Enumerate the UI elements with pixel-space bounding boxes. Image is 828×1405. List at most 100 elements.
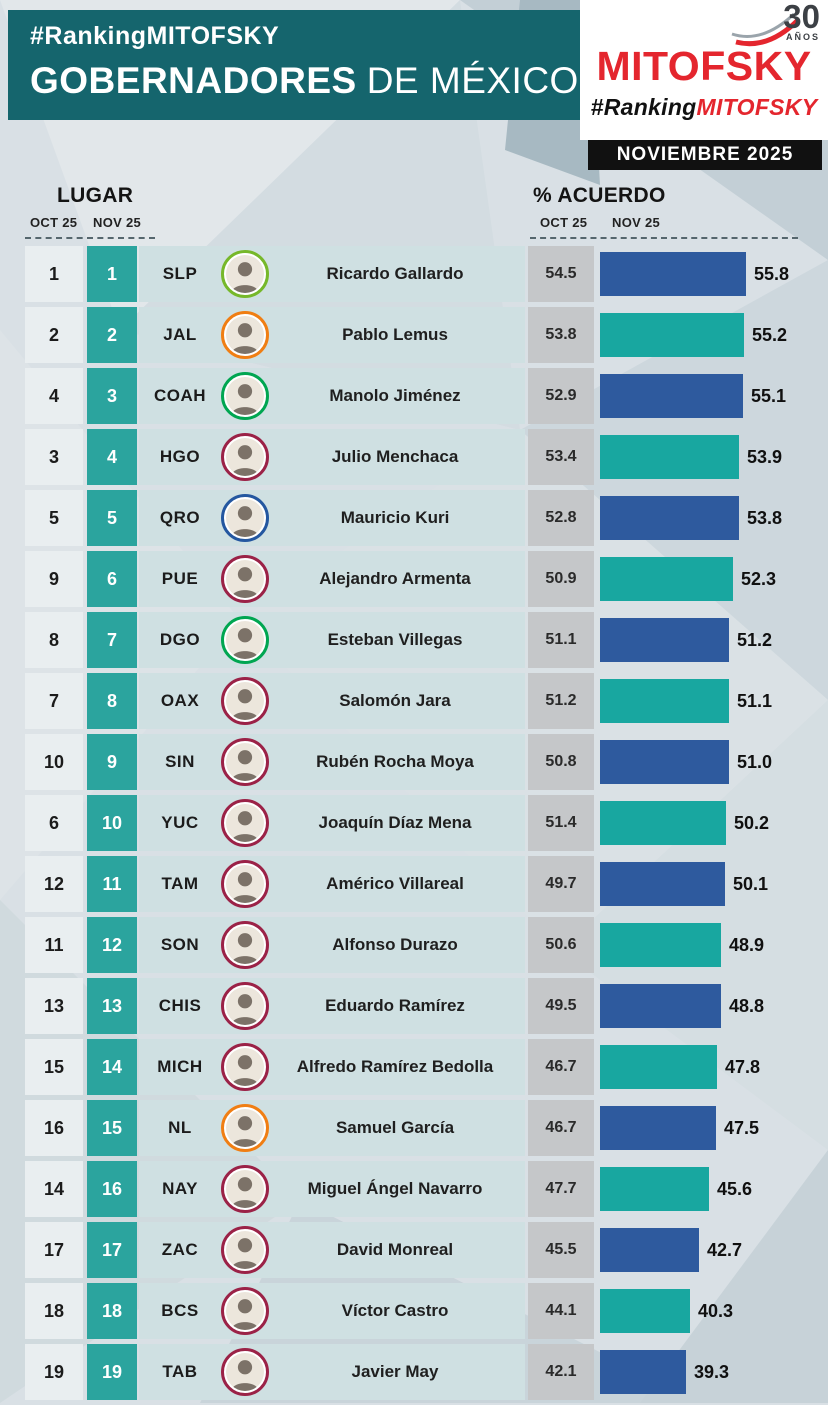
page-title: GOBERNADORES DE MÉXICO	[30, 60, 580, 102]
row-band: JAL Pablo Lemus	[139, 307, 525, 363]
nov-value: 55.8	[754, 263, 790, 284]
row-band: NL Samuel García	[139, 1100, 525, 1156]
table-row: 14 16 NAY Miguel Ángel Navarro 47.7 45.6	[25, 1161, 803, 1217]
row-band: QRO Mauricio Kuri	[139, 490, 525, 546]
state-abbr: JAL	[163, 325, 197, 344]
page-title-sub: DE MÉXICO	[366, 60, 579, 101]
table-row: 15 14 MICH Alfredo Ramírez Bedolla 46.7 47.8	[25, 1039, 803, 1095]
governor-name: Samuel García	[335, 1118, 455, 1137]
rank-oct: 19	[25, 1344, 83, 1400]
person-silhouette-icon	[226, 438, 264, 476]
bar-group: 51.1	[600, 673, 772, 729]
table-row: 17 17 ZAC David Monreal 45.5 42.7	[25, 1222, 803, 1278]
rank-nov: 5	[87, 490, 137, 546]
governor-photo	[221, 677, 269, 725]
governor-name: Joaquín Díaz Mena	[318, 813, 472, 832]
governor-name: Miguel Ángel Navarro	[307, 1179, 483, 1198]
nov-bar	[600, 557, 733, 601]
table-row: 12 11 TAM Américo Villareal 49.7 50.1	[25, 856, 803, 912]
state-abbr: NL	[168, 1118, 192, 1137]
governor-name: Alfonso Durazo	[332, 935, 458, 954]
table-row: 5 5 QRO Mauricio Kuri 52.8 53.8	[25, 490, 803, 546]
bar-group: 39.3	[600, 1344, 729, 1400]
governor-photo	[221, 372, 269, 420]
row-band: BCS Víctor Castro	[139, 1283, 525, 1339]
bar-group: 50.1	[600, 856, 768, 912]
oct-value: 49.7	[528, 856, 594, 912]
oct-value: 53.4	[528, 429, 594, 485]
state-abbr: BCS	[161, 1301, 199, 1320]
rank-nov: 1	[87, 246, 137, 302]
row-band: MICH Alfredo Ramírez Bedolla	[139, 1039, 525, 1095]
person-silhouette-icon	[226, 1292, 264, 1330]
rank-oct: 1	[25, 246, 83, 302]
row-band: TAB Javier May	[139, 1344, 525, 1400]
governor-photo	[221, 1043, 269, 1091]
governor-photo	[221, 738, 269, 786]
row-band: TAM Américo Villareal	[139, 856, 525, 912]
bar-group: 42.7	[600, 1222, 742, 1278]
anniversary-number: 30	[783, 0, 820, 35]
oct-value: 52.9	[528, 368, 594, 424]
bar-group: 47.8	[600, 1039, 760, 1095]
row-band: COAH Manolo Jiménez	[139, 368, 525, 424]
rank-nov: 8	[87, 673, 137, 729]
rank-oct: 9	[25, 551, 83, 607]
governor-name: Manolo Jiménez	[329, 386, 461, 405]
anniversary-emblem: 30 AÑOS	[731, 0, 820, 54]
oct-value: 50.6	[528, 917, 594, 973]
governor-name: Américo Villareal	[326, 874, 464, 893]
oct-value: 50.9	[528, 551, 594, 607]
nov-value: 40.3	[698, 1300, 734, 1321]
oct-value: 51.1	[528, 612, 594, 668]
rank-nov: 9	[87, 734, 137, 790]
oct-value: 47.7	[528, 1161, 594, 1217]
nov-value: 51.0	[737, 751, 773, 772]
governor-photo	[221, 616, 269, 664]
table-row: 3 4 HGO Julio Menchaca 53.4 53.9	[25, 429, 803, 485]
governor-photo	[221, 494, 269, 542]
nov-bar	[600, 740, 729, 784]
bar-group: 53.8	[600, 490, 782, 546]
date-badge: NOVIEMBRE 2025	[588, 140, 822, 170]
bar-group: 48.9	[600, 917, 764, 973]
governor-name: Rubén Rocha Moya	[316, 752, 474, 771]
person-silhouette-icon	[226, 499, 264, 537]
nov-bar	[600, 923, 721, 967]
state-abbr: ZAC	[161, 1240, 199, 1259]
nov-bar	[600, 618, 729, 662]
oct-value: 45.5	[528, 1222, 594, 1278]
state-abbr: CHIS	[158, 996, 202, 1015]
nov-bar	[600, 1289, 690, 1333]
state-abbr: COAH	[153, 386, 207, 405]
brand-hashtag-black: #Ranking	[590, 94, 697, 120]
person-silhouette-icon	[226, 621, 264, 659]
state-abbr: SON	[160, 935, 200, 954]
state-abbr: NAY	[162, 1179, 198, 1198]
rank-nov: 19	[87, 1344, 137, 1400]
nov-bar	[600, 984, 721, 1028]
governor-photo	[221, 555, 269, 603]
title-banner: #RankingMITOFSKY GOBERNADORES DE MÉXICO	[8, 10, 580, 120]
nov-value: 53.9	[747, 446, 783, 467]
state-abbr: MICH	[157, 1057, 203, 1076]
nov-value: 47.8	[725, 1056, 761, 1077]
oct-value: 50.8	[528, 734, 594, 790]
oct-value: 54.5	[528, 246, 594, 302]
nov-value: 50.2	[734, 812, 770, 833]
bar-group: 55.8	[600, 246, 789, 302]
rank-nov: 15	[87, 1100, 137, 1156]
table-row: 16 15 NL Samuel García 46.7 47.5	[25, 1100, 803, 1156]
oct-value: 53.8	[528, 307, 594, 363]
governor-photo	[221, 799, 269, 847]
governor-name: Salomón Jara	[339, 691, 451, 710]
person-silhouette-icon	[226, 1109, 264, 1147]
anniversary-label: AÑOS	[785, 32, 820, 42]
oct-value: 52.8	[528, 490, 594, 546]
banner-hashtag: #RankingMITOFSKY	[30, 22, 280, 50]
governor-name: Pablo Lemus	[342, 325, 448, 344]
nov-bar	[600, 1106, 716, 1150]
lugar-divider	[25, 237, 155, 239]
anniversary-swoosh-icon	[731, 12, 800, 47]
governor-name: Javier May	[351, 1362, 439, 1381]
